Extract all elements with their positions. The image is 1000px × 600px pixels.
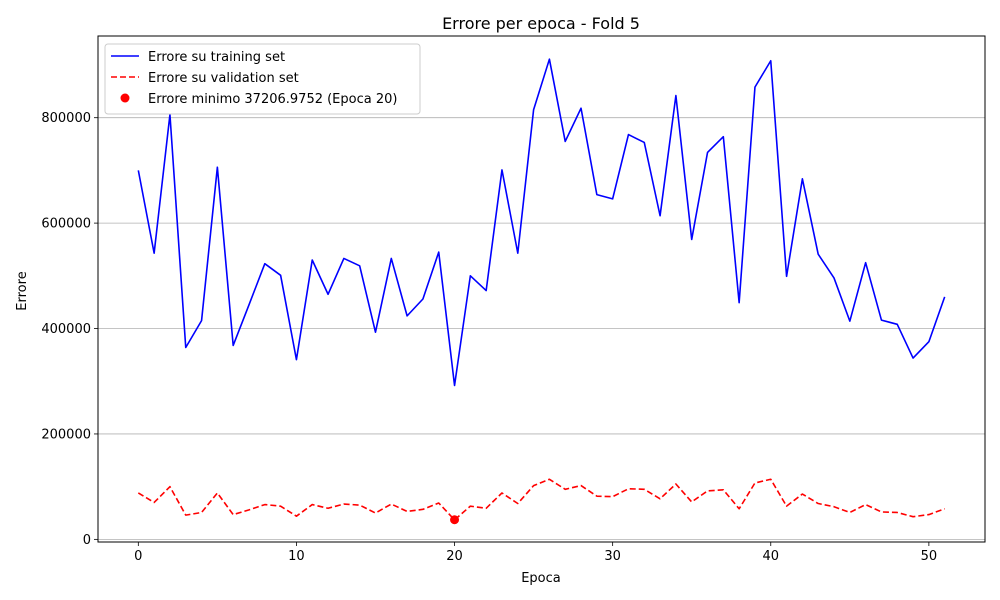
legend-box (104, 43, 421, 115)
minimum-error-point (450, 515, 460, 525)
marker-layer (450, 515, 460, 525)
legend-label-validation: Errore su validation set (148, 71, 299, 86)
series-layer (137, 58, 946, 521)
x-tick-label: 50 (921, 549, 938, 564)
x-tick-label: 10 (288, 549, 305, 564)
plot-frame (97, 35, 986, 543)
legend-swatch-minimum (120, 93, 130, 103)
series-line-training (137, 58, 946, 387)
x-tick-label: 0 (134, 549, 142, 564)
y-axis-label: Errore (15, 271, 30, 310)
y-tick-label: 0 (83, 533, 91, 548)
x-axis-label: Epoca (521, 571, 561, 586)
x-axis-ticks: 0 10 20 30 40 50 (134, 542, 937, 564)
y-tick-label: 800000 (41, 111, 91, 126)
x-tick-label: 40 (762, 549, 779, 564)
y-tick-label: 600000 (41, 217, 91, 232)
chart-title: Errore per epoca - Fold 5 (442, 14, 640, 33)
legend-label-minimum: Errore minimo 37206.9752 (Epoca 20) (148, 92, 397, 107)
y-tick-label: 200000 (41, 427, 91, 442)
series-line-validation (137, 478, 945, 521)
legend: Errore su training set Errore su validat… (104, 43, 421, 115)
y-tick-label: 400000 (41, 322, 91, 337)
legend-label-training: Errore su training set (148, 50, 285, 65)
y-axis-ticks: 0 200000 400000 600000 800000 (41, 111, 98, 548)
x-tick-label: 30 (604, 549, 621, 564)
x-tick-label: 20 (446, 549, 463, 564)
grid-lines (98, 117, 985, 540)
